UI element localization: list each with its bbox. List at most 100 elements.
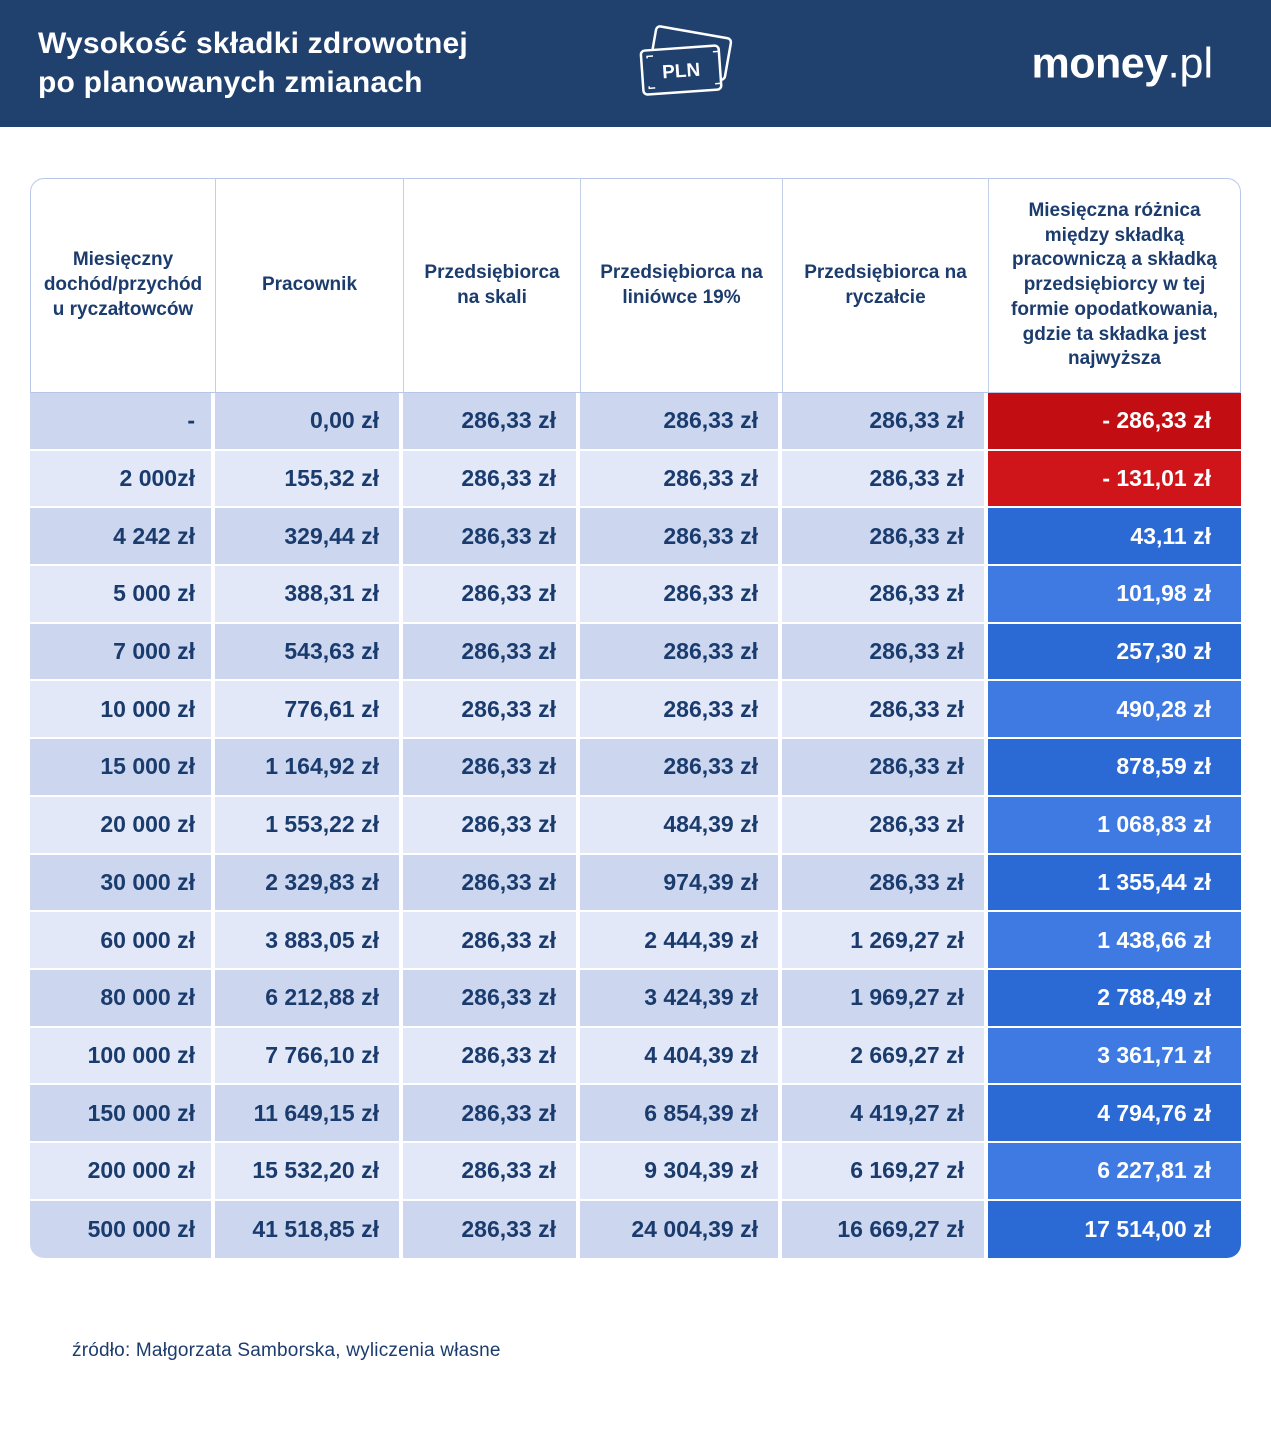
table-cell: 286,33 zł [403,1027,580,1084]
table-row: 200 000 zł 15 532,20 zł 286,33 zł 9 304,39 … [30,1142,1241,1201]
table-cell: 286,33 zł [782,623,988,680]
table-cell: 286,33 zł [403,1085,580,1141]
table-cell: 286,33 zł [782,508,988,565]
table-cell: 286,33 zł [403,912,580,968]
header-entrepreneur-linear: Przedsiębiorca na liniówce 19% [580,179,782,392]
table-cell: 4 404,39 zł [580,1027,782,1084]
table-cell: 0,00 zł [215,393,403,449]
table-cell: 11 649,15 zł [215,1085,403,1141]
table-cell: 286,33 zł [403,796,580,853]
difference-cell: 101,98 zł [988,566,1241,622]
table-row: 150 000 zł 11 649,15 zł 286,33 zł 6 854,39 … [30,1085,1241,1143]
difference-cell: 878,59 zł [988,739,1241,795]
table-cell: 9 304,39 zł [580,1142,782,1199]
money-pl-logo: money.pl [1031,39,1213,88]
header-banner: Wysokość składki zdrowotnej po planowany… [0,0,1271,127]
table-cell: 30 000 zł [30,854,215,911]
table-cell: 2 669,27 zł [782,1027,988,1084]
table-cell: 1 969,27 zł [782,969,988,1026]
table-cell: 1 269,27 zł [782,912,988,968]
table-body: -0,00 zł 286,33 zł 286,33 zł 286,33 zł - 286… [30,393,1241,1259]
table-cell: 7 766,10 zł [215,1027,403,1084]
table-cell: 80 000 zł [30,969,215,1026]
table-row: 100 000 zł 7 766,10 zł 286,33 zł 4 404,39 z… [30,1027,1241,1086]
page-title-line1: Wysokość składki zdrowotnej [38,26,468,60]
table-cell: 286,33 zł [403,508,580,565]
table-cell: 329,44 zł [215,508,403,565]
difference-cell: - 286,33 zł [988,393,1241,449]
table-cell: 1 164,92 zł [215,739,403,795]
difference-cell: 43,11 zł [988,508,1241,565]
table-cell: 15 532,20 zł [215,1142,403,1199]
table-cell: 286,33 zł [403,681,580,738]
table-cell: 286,33 zł [580,508,782,565]
table-cell: 286,33 zł [782,739,988,795]
table-row: 2 000zł 155,32 zł 286,33 zł 286,33 zł 286,33… [30,450,1241,509]
table-cell: 20 000 zł [30,796,215,853]
table-cell: 286,33 zł [403,854,580,911]
table-cell: 4 242 zł [30,508,215,565]
table-cell: 5 000 zł [30,566,215,622]
difference-cell: 490,28 zł [988,681,1241,738]
table-cell: 2 000zł [30,450,215,507]
difference-cell: 1 355,44 zł [988,854,1241,911]
difference-cell: 6 227,81 zł [988,1142,1241,1199]
table-row: 20 000 zł 1 553,22 zł 286,33 zł 484,39 zł 28… [30,796,1241,855]
table-cell: 286,33 zł [580,739,782,795]
table-cell: 6 854,39 zł [580,1085,782,1141]
table-cell: 286,33 zł [782,566,988,622]
table-row: 5 000 zł 388,31 zł 286,33 zł 286,33 zł 286,3… [30,566,1241,624]
difference-cell: 17 514,00 zł [988,1200,1241,1259]
table-cell: 286,33 zł [403,393,580,449]
difference-cell: 2 788,49 zł [988,969,1241,1026]
table-row: 10 000 zł 776,61 zł 286,33 zł 286,33 zł 286,… [30,681,1241,740]
table-cell: 15 000 zł [30,739,215,795]
header-income: Miesięczny dochód/przychód u ryczałtowcó… [43,249,203,320]
table-cell: 3 424,39 zł [580,969,782,1026]
contributions-table: Miesięczny dochód/przychód u ryczałtowcó… [30,178,1241,1259]
header-employee: Pracownik [215,179,403,392]
table-cell: 286,33 zł [782,393,988,449]
table-row: 7 000 zł 543,63 zł 286,33 zł 286,33 zł 286,3… [30,623,1241,682]
table-cell: 286,33 zł [403,739,580,795]
table-cell: 286,33 zł [580,393,782,449]
table-cell: 2 444,39 zł [580,912,782,968]
table-row: 60 000 zł 3 883,05 zł 286,33 zł 2 444,39 zł… [30,912,1241,970]
table-cell: 100 000 zł [30,1027,215,1084]
pln-banknote-icon: PLN [628,22,744,109]
table-cell: 41 518,85 zł [215,1200,403,1259]
table-row: 15 000 zł 1 164,92 zł 286,33 zł 286,33 zł 28… [30,739,1241,797]
logo-pl-text: .pl [1167,39,1213,87]
table-cell: 974,39 zł [580,854,782,911]
table-cell: 4 419,27 zł [782,1085,988,1141]
table-cell: 388,31 zł [215,566,403,622]
table-cell: 286,33 zł [782,854,988,911]
table-cell: 286,33 zł [782,450,988,507]
table-row: 4 242 zł 329,44 zł 286,33 zł 286,33 zł 286,3… [30,508,1241,567]
table-cell: 286,33 zł [782,796,988,853]
table-cell: 286,33 zł [403,623,580,680]
table-row: 30 000 zł 2 329,83 zł 286,33 zł 974,39 zł 28… [30,854,1241,913]
table-cell: 6 212,88 zł [215,969,403,1026]
table-cell: 286,33 zł [782,681,988,738]
table-cell: 286,33 zł [580,566,782,622]
table-cell: 286,33 zł [580,450,782,507]
difference-cell: 3 361,71 zł [988,1027,1241,1084]
table-cell: 286,33 zł [403,450,580,507]
table-cell: 484,39 zł [580,796,782,853]
table-cell: 24 004,39 zł [580,1200,782,1259]
table-cell: 10 000 zł [30,681,215,738]
difference-cell: 257,30 zł [988,623,1241,680]
table-row: 500 000 zł 41 518,85 zł 286,33 zł 24 004,39… [30,1200,1241,1259]
table-cell: 3 883,05 zł [215,912,403,968]
table-cell: 150 000 zł [30,1085,215,1141]
table-cell: 6 169,27 zł [782,1142,988,1199]
table-cell: 2 329,83 zł [215,854,403,911]
table-cell: 286,33 zł [403,969,580,1026]
table-cell: 286,33 zł [580,681,782,738]
table-cell: 286,33 zł [403,1200,580,1259]
page-title: Wysokość składki zdrowotnej po planowany… [38,24,468,104]
table-cell: 16 669,27 zł [782,1200,988,1259]
header-entrepreneur-lump: Przedsiębiorca na ryczałcie [782,179,988,392]
logo-money-text: money [1031,39,1168,87]
